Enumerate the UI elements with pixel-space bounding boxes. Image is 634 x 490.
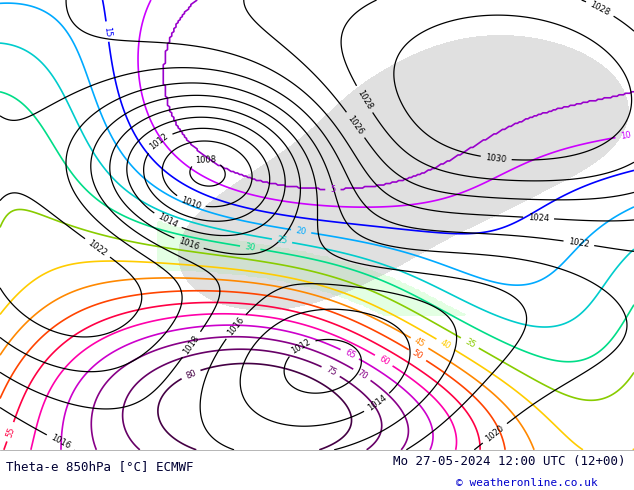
Text: 1028: 1028 [588,0,612,17]
Text: 15: 15 [102,26,112,37]
Text: 30: 30 [244,243,256,253]
Text: 50: 50 [411,348,424,362]
Text: 1010: 1010 [179,195,202,211]
Text: 1024: 1024 [528,213,549,223]
Text: 1016: 1016 [226,316,246,338]
Text: 20: 20 [295,226,307,237]
Text: 1028: 1028 [355,88,373,111]
Text: 10: 10 [619,130,631,141]
Text: Mo 27-05-2024 12:00 UTC (12+00): Mo 27-05-2024 12:00 UTC (12+00) [393,455,626,467]
Text: 1012: 1012 [148,132,170,152]
Text: 1016: 1016 [178,236,200,251]
Text: 1026: 1026 [346,114,365,136]
Text: 35: 35 [463,337,477,349]
Text: 1008: 1008 [195,155,216,165]
Text: 40: 40 [439,338,452,351]
Text: 1022: 1022 [86,238,108,258]
Text: 1022: 1022 [568,237,590,249]
Text: 45: 45 [413,337,426,349]
Text: 1018: 1018 [182,333,202,356]
Text: 1014: 1014 [366,393,389,413]
Text: 1030: 1030 [485,153,507,164]
Text: 25: 25 [276,236,288,246]
Text: 75: 75 [324,365,337,378]
Text: 5: 5 [330,185,335,194]
Text: 1020: 1020 [484,423,506,443]
Text: 1016: 1016 [49,433,72,451]
Text: © weatheronline.co.uk: © weatheronline.co.uk [456,478,598,488]
Text: 70: 70 [355,368,369,381]
Text: Theta-e 850hPa [°C] ECMWF: Theta-e 850hPa [°C] ECMWF [6,460,194,473]
Text: 80: 80 [184,368,198,380]
Text: 1012: 1012 [290,337,313,356]
Text: 55: 55 [4,425,16,438]
Text: 1014: 1014 [156,212,179,230]
Text: 65: 65 [343,348,357,361]
Text: 60: 60 [377,354,391,367]
